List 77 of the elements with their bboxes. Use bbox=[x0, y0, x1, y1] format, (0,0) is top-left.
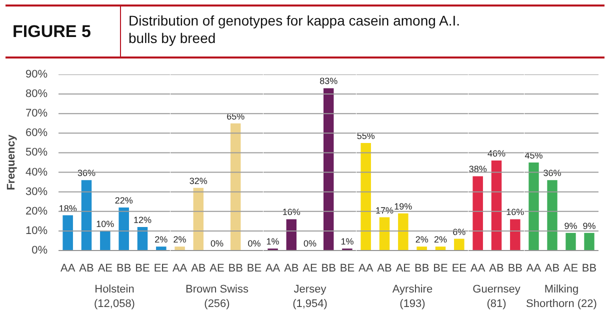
x-tick-label: AA bbox=[470, 262, 486, 274]
x-tick-label: AB bbox=[284, 262, 299, 274]
bar bbox=[81, 180, 92, 250]
data-label: 9% bbox=[564, 220, 578, 231]
data-label: 10% bbox=[96, 218, 114, 229]
data-label: 2% bbox=[415, 234, 428, 245]
chart-title: FIGURE 5 bbox=[12, 22, 91, 41]
x-tick-label: BB bbox=[508, 262, 523, 274]
data-label: 83% bbox=[320, 76, 338, 86]
data-label: 1% bbox=[266, 236, 280, 247]
x-tick-label: BB bbox=[582, 262, 597, 274]
y-tick-label: 10% bbox=[25, 224, 48, 237]
x-tick-label: AA bbox=[60, 262, 76, 274]
data-label: 0% bbox=[210, 238, 224, 248]
bar bbox=[118, 207, 129, 250]
data-label: 2% bbox=[173, 234, 186, 245]
data-label: 12% bbox=[133, 215, 152, 226]
bar bbox=[100, 230, 110, 250]
y-tick-label: 60% bbox=[25, 127, 48, 140]
data-label: 32% bbox=[189, 176, 208, 186]
x-tick-label: AB bbox=[191, 262, 206, 274]
bar bbox=[398, 213, 408, 250]
x-axis-title: Guernsey (81) bbox=[472, 284, 521, 310]
text: Distribution of genotypes for kappa casein among A.I. bulls by breed bbox=[128, 12, 460, 46]
y-tick-label: 20% bbox=[25, 205, 48, 218]
y-tick-label: 80% bbox=[25, 88, 48, 100]
x-tick-label: BE bbox=[433, 262, 448, 274]
x-axis-title: Ayrshire (193) bbox=[392, 284, 433, 310]
data-label: 1% bbox=[340, 236, 354, 247]
data-label: 0% bbox=[248, 238, 261, 248]
bar bbox=[360, 142, 371, 250]
x-tick-label: AB bbox=[79, 262, 94, 274]
x-axis-title: Milking Shorthorn (22) bbox=[526, 284, 597, 310]
bar bbox=[156, 246, 166, 250]
data-label: 9% bbox=[582, 220, 596, 231]
x-axis-title: Holstein (12,058) bbox=[94, 284, 135, 310]
x-tick-label: BE bbox=[246, 262, 262, 274]
data-label: 0% bbox=[303, 238, 317, 248]
x-tick-label: EE bbox=[154, 262, 169, 274]
bar bbox=[62, 215, 73, 250]
bar bbox=[454, 238, 464, 250]
x-tick-label: AA bbox=[265, 262, 281, 274]
data-label: 2% bbox=[154, 234, 168, 245]
data-label: 22% bbox=[114, 195, 133, 206]
x-tick-label: BB bbox=[414, 262, 430, 274]
y-tick-label: 50% bbox=[25, 146, 48, 159]
x-tick-label: AE bbox=[98, 262, 113, 274]
x-tick-label: EE bbox=[452, 262, 467, 274]
x-tick-label: AE bbox=[302, 262, 318, 274]
bar bbox=[416, 246, 427, 250]
x-tick-label: AB bbox=[544, 262, 560, 274]
x-tick-label: BB bbox=[228, 262, 243, 274]
x-axis-title: Brown Swiss (256) bbox=[186, 284, 249, 310]
x-tick-label: AE bbox=[210, 262, 224, 274]
x-tick-label: AB bbox=[377, 262, 392, 274]
y-tick-label: 90% bbox=[25, 68, 48, 80]
data-label: 38% bbox=[468, 164, 487, 174]
x-tick-label: BE bbox=[135, 262, 150, 274]
y-tick-label: 30% bbox=[25, 186, 48, 198]
y-tick-label: 40% bbox=[25, 166, 48, 178]
bar bbox=[379, 217, 390, 250]
x-tick-label: AB bbox=[489, 262, 504, 274]
y-axis-title: Frequency bbox=[5, 134, 18, 190]
x-tick-label: AA bbox=[358, 262, 374, 274]
x-tick-label: AA bbox=[172, 262, 188, 274]
x-axis-title: Jersey (1,954) bbox=[292, 284, 328, 310]
bar bbox=[137, 227, 148, 250]
data-label: 19% bbox=[394, 201, 412, 212]
y-tick-label: 70% bbox=[25, 108, 48, 120]
x-tick-label: BB bbox=[321, 262, 336, 274]
x-tick-label: AE bbox=[563, 262, 578, 274]
y-tick-label: 0% bbox=[32, 244, 48, 256]
x-tick-label: BE bbox=[340, 262, 355, 274]
x-tick-label: AE bbox=[396, 262, 411, 274]
x-tick-label: BB bbox=[116, 262, 132, 274]
data-label: 2% bbox=[434, 234, 448, 245]
x-tick-label: AA bbox=[526, 262, 542, 274]
